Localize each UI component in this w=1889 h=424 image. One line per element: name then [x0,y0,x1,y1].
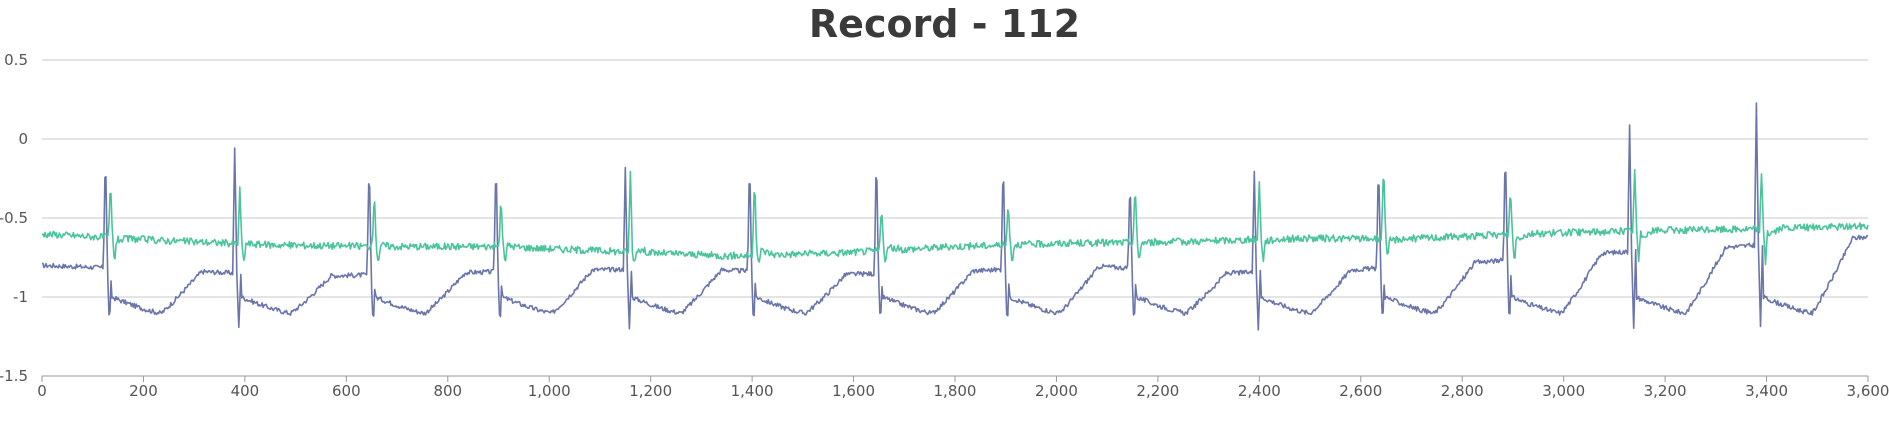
gridlines [42,59,1868,377]
x-tick-label: 2,800 [1441,382,1484,400]
x-tick-label: 1,000 [528,382,571,400]
series-line-2 [42,168,1869,266]
chart-title: Record - 112 [808,2,1081,46]
x-tick-label: 0 [37,382,47,400]
x-tick-label: 600 [332,382,361,400]
x-tick-label: 2,000 [1035,382,1078,400]
x-tick-label: 800 [433,382,462,400]
series-lines [41,102,1869,331]
x-tick-label: 1,200 [629,382,672,400]
x-tick-label: 3,000 [1542,382,1585,400]
y-tick-label: -0.5 [0,209,28,227]
x-tick-label: 2,200 [1136,382,1179,400]
y-tick-label: -1.5 [0,367,28,385]
x-tick-label: 1,600 [832,382,875,400]
x-tick-label: 3,400 [1745,382,1788,400]
series-line-1 [41,102,1869,331]
x-axis: 0 200 400 600 800 1,000 1,200 1,400 1,600 1,800 2,… [37,375,1889,400]
y-tick-label: -1 [13,288,28,306]
x-tick-label: 2,600 [1339,382,1382,400]
x-tick-label: 200 [129,382,158,400]
y-axis-ticks: -1.5 -1 -0.5 0 0.5 [0,51,28,385]
x-tick-label: 1,400 [731,382,774,400]
x-tick-label: 3,200 [1644,382,1687,400]
x-tick-label: 2,400 [1238,382,1281,400]
x-tick-label: 1,800 [934,382,977,400]
x-tick-label: 3,600 [1847,382,1889,400]
x-tick-label: 400 [231,382,260,400]
y-tick-label: 0 [18,130,28,148]
y-tick-label: 0.5 [4,51,28,69]
